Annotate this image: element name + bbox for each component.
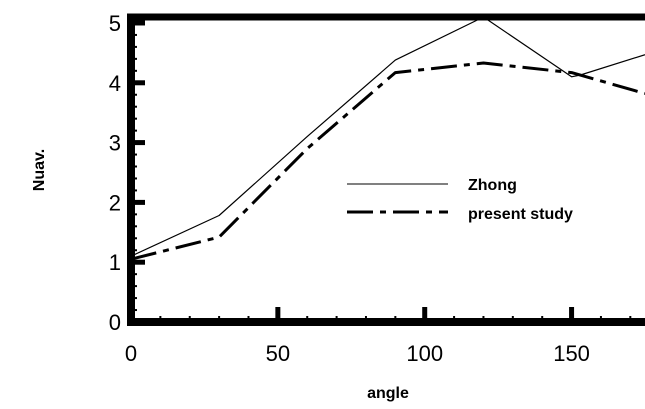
- x-tick-label: 0: [125, 341, 137, 366]
- legend-label-zhong: Zhong: [468, 177, 517, 194]
- y-tick-label: 1: [109, 250, 121, 275]
- x-tick-label: 100: [406, 341, 443, 366]
- plot-frame: [127, 13, 645, 326]
- y-axis-title: Nuav.: [31, 149, 48, 191]
- y-tick-label: 2: [109, 190, 121, 215]
- axis-ticks: 0 50 100 150 0 1 2 3 4 5: [109, 11, 632, 366]
- legend: Zhong present study: [347, 177, 573, 223]
- legend-label-present-study: present study: [468, 206, 573, 223]
- y-tick-label: 3: [109, 131, 121, 156]
- x-tick-label: 50: [266, 341, 290, 366]
- x-axis-title: angle: [367, 385, 409, 402]
- y-tick-label: 0: [109, 310, 121, 335]
- y-tick-label: 5: [109, 11, 121, 36]
- y-tick-label: 4: [109, 71, 121, 96]
- series-line-present-study: [130, 61, 645, 261]
- x-tick-label: 150: [553, 341, 590, 366]
- series-layer: [130, 16, 645, 261]
